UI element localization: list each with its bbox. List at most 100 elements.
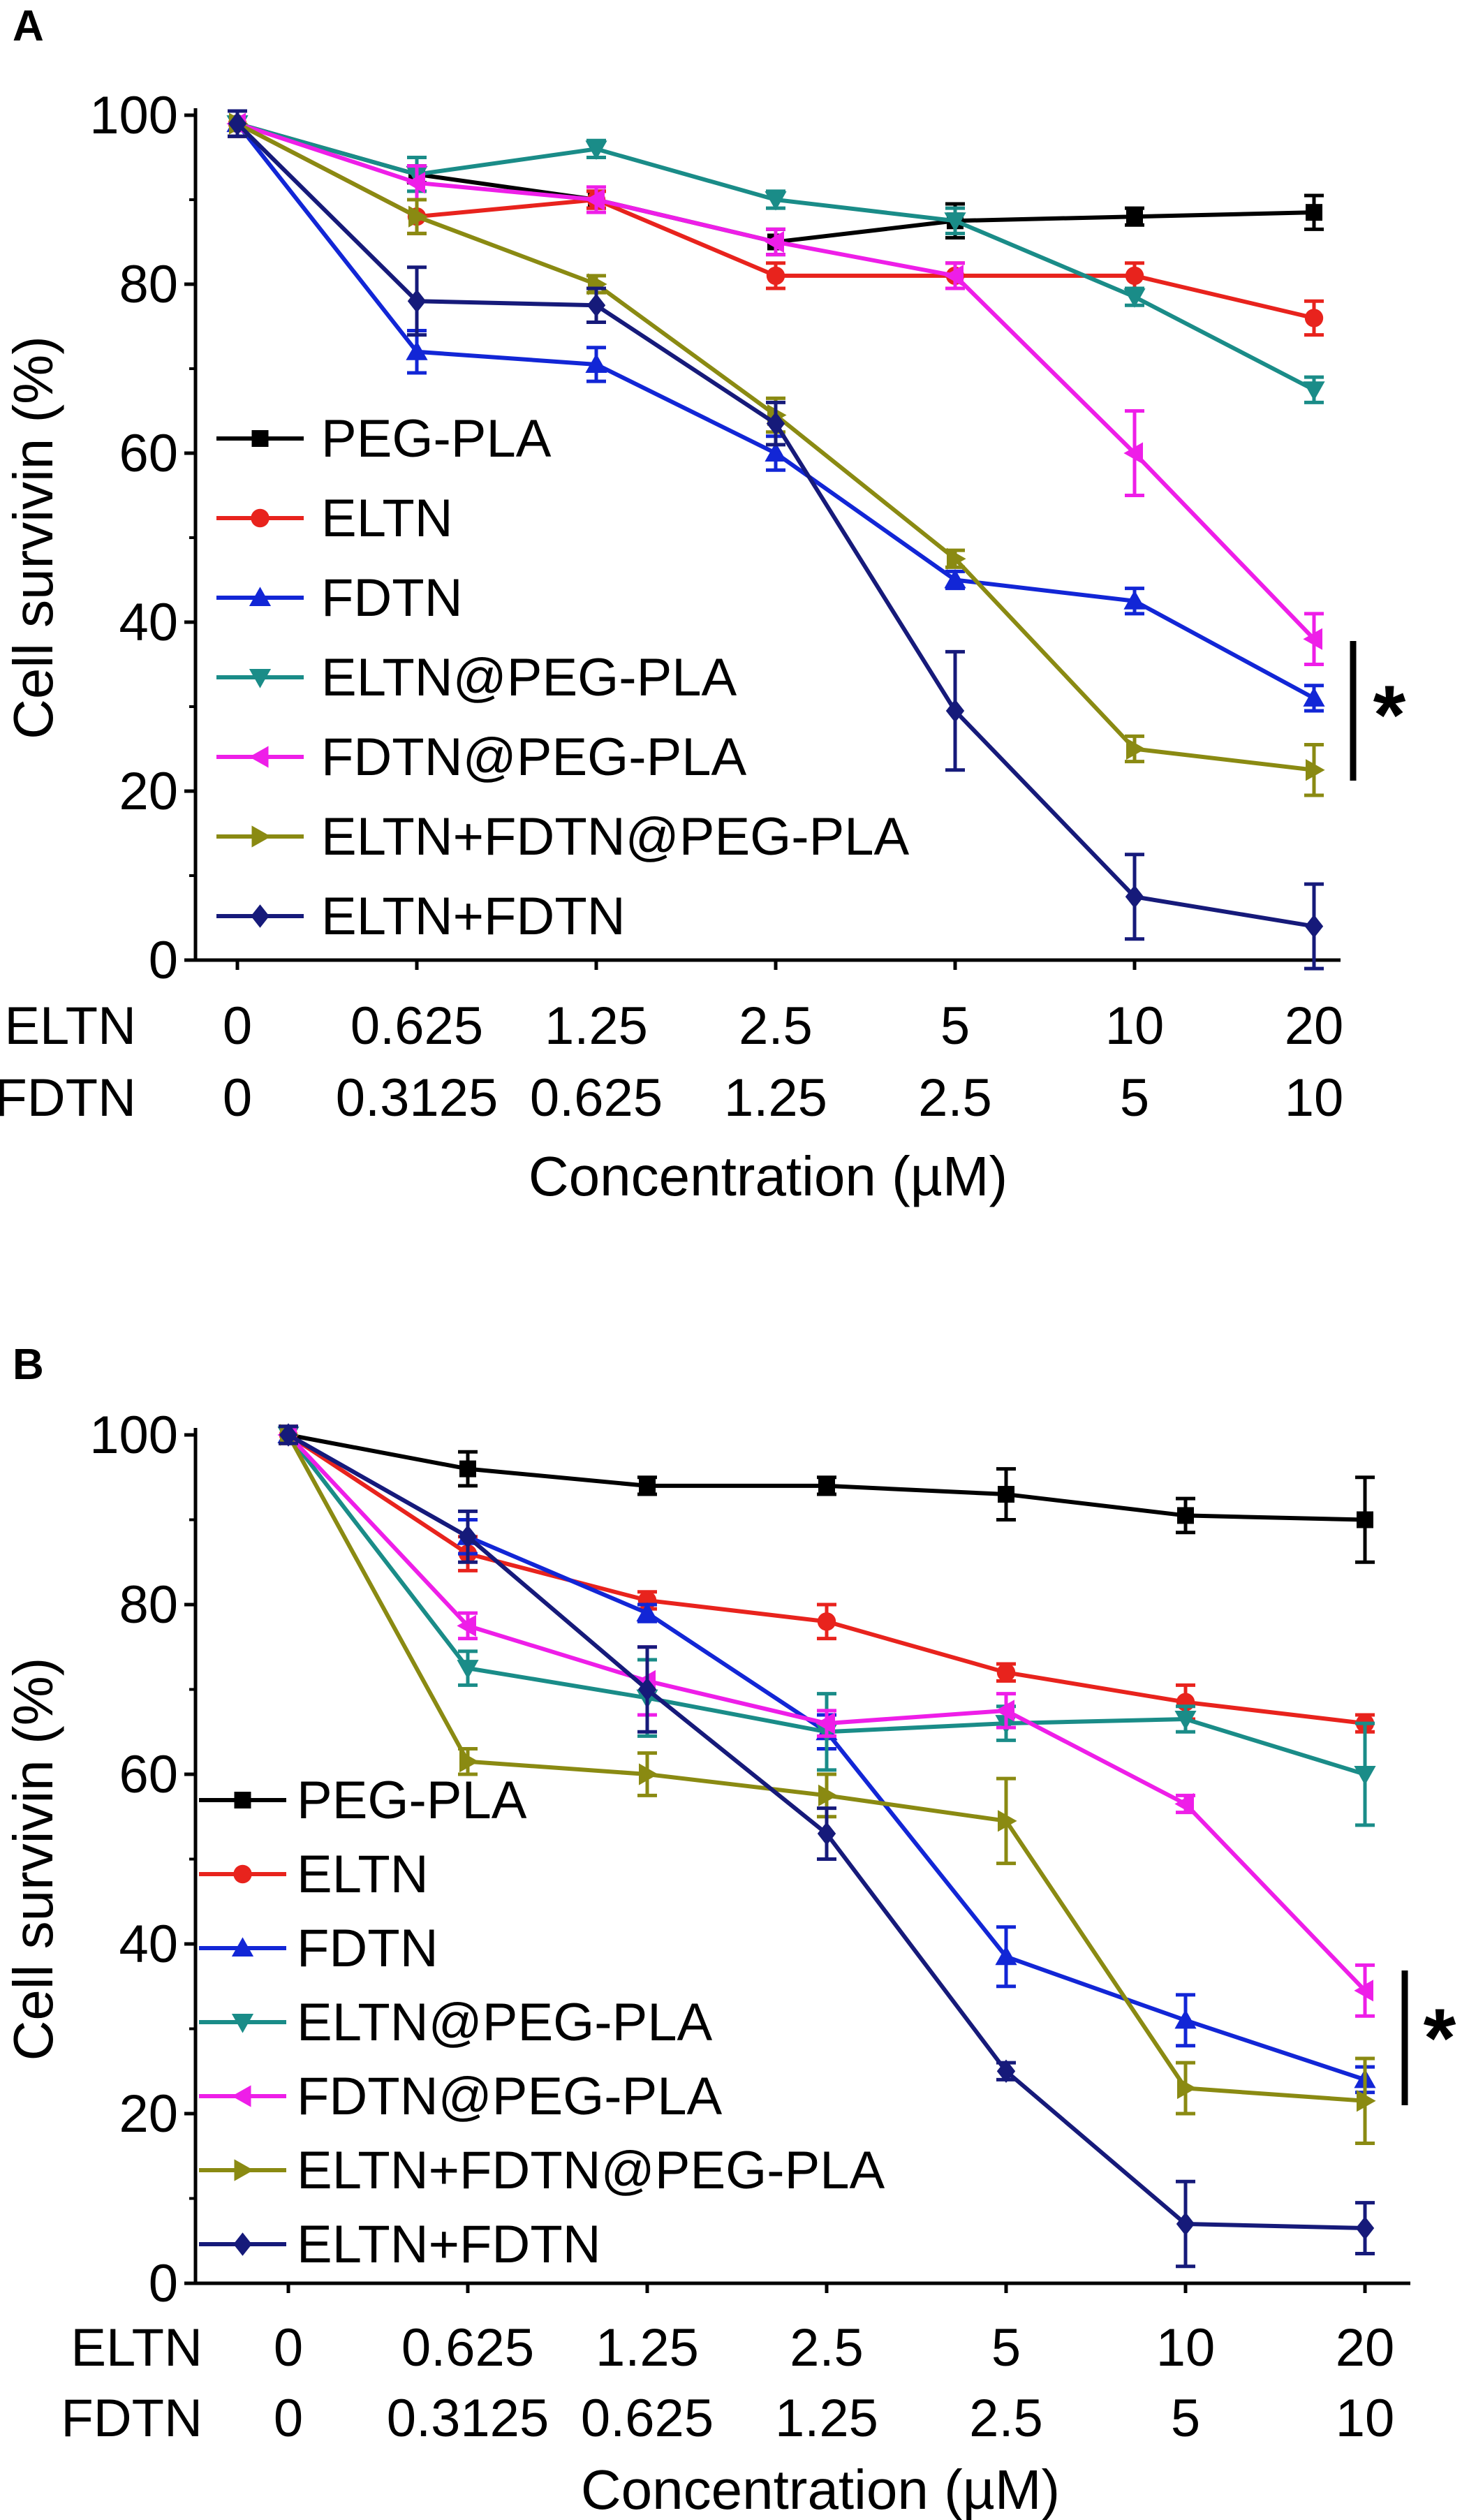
y-tick-label: 40 [119,1915,178,1974]
legend-marker [233,1864,252,1884]
x-tick-label-fdtn: 5 [1171,2389,1200,2448]
data-point [996,2059,1016,2084]
legend-label: ELTN@PEG-PLA [297,1993,713,2052]
data-point [1306,759,1325,781]
data-point [459,1751,479,1773]
x-tick-label-eltn: 1.25 [596,2318,699,2378]
series-eltn-fdtn [228,109,1324,971]
data-point [1125,266,1144,286]
legend-label: ELTN@PEG-PLA [321,648,737,707]
legend-marker [249,587,272,606]
data-point [279,1423,298,1447]
y-tick-label: 100 [89,1406,178,1465]
legend-marker [251,904,270,928]
data-point [817,1612,836,1631]
panel-letter: A [13,2,44,50]
data-point [636,1602,658,1622]
x-tick-label-eltn: 20 [1336,2318,1395,2378]
data-point [639,1477,656,1494]
data-point [1357,2090,1376,2112]
legend-label: FDTN@PEG-PLA [321,728,747,787]
data-point [1303,381,1325,401]
legend: PEG-PLA ELTN FDTN ELTN@PEG-PLA FDTN@PEG-PLA E… [199,1771,885,2274]
legend-marker [231,1937,254,1957]
data-point [996,1663,1016,1682]
y-tick-label: 100 [89,86,178,145]
data-point [1177,2077,1197,2100]
x-tick-label-fdtn: 10 [1336,2389,1395,2448]
x-row-label-fdtn: FDTN [0,1068,136,1128]
x-tick-label-fdtn: 0 [223,1068,252,1128]
y-tick-label: 80 [119,1575,178,1635]
x-tick-label-fdtn: 2.5 [969,2389,1043,2448]
series-eltn [279,1424,1375,1734]
data-point [406,172,425,194]
x-tick-label-eltn: 5 [940,996,970,1056]
data-point [1126,737,1146,760]
legend-label: PEG-PLA [321,409,552,469]
legend-marker [251,508,270,528]
data-point [1303,628,1322,650]
y-tick-label: 60 [119,424,178,483]
data-point [1303,687,1325,707]
data-point [765,442,787,462]
x-tick-label-fdtn: 1.25 [775,2389,878,2448]
x-axis-title: Concentration (µM) [581,2459,1060,2520]
data-point [407,289,427,313]
y-axis-title: Cell survivin (%) [2,1658,64,2061]
data-point [944,568,966,589]
panel-letter: B [13,1341,44,1389]
data-point [458,1525,478,1549]
y-axis-title: Cell survivin (%) [2,336,64,739]
data-point [1306,204,1322,221]
data-point [1123,288,1146,308]
data-point [1357,1511,1373,1528]
x-tick-label-fdtn: 5 [1120,1068,1149,1128]
data-point [818,1477,835,1494]
data-point [765,191,787,211]
series-fdtn-peg-pla [277,1424,1375,2018]
x-tick-label-eltn: 1.25 [545,996,648,1056]
data-point [406,341,428,360]
data-point [818,1784,838,1806]
data-point [817,1822,836,1845]
data-point [1123,590,1146,610]
data-point [1354,1766,1376,1785]
data-point [1304,309,1324,327]
x-tick-label-eltn: 10 [1156,2318,1216,2378]
data-point [1355,2216,1375,2240]
data-point [408,205,428,228]
x-tick-label-fdtn: 2.5 [918,1068,992,1128]
x-tick-label-fdtn: 0 [274,2389,303,2448]
x-tick-label-fdtn: 0.3125 [336,1068,498,1128]
x-axis-title: Concentration (µM) [529,1145,1007,1207]
y-tick-label: 20 [119,2084,178,2144]
data-point [998,1810,1017,1832]
x-row-label-eltn: ELTN [71,2318,202,2378]
data-point [639,1763,658,1785]
data-point [457,1660,479,1679]
data-point [766,411,785,436]
x-tick-label-eltn: 0.625 [350,996,483,1056]
legend-label: ELTN+FDTN@PEG-PLA [321,807,910,867]
y-tick-label: 0 [149,2254,178,2313]
legend: PEG-PLA ELTN FDTN ELTN@PEG-PLA FDTN@PEG-PLA E… [216,409,910,946]
data-point [1304,914,1324,938]
data-point [765,230,784,253]
x-tick-label-fdtn: 0.625 [530,1068,663,1128]
data-point [1125,885,1144,909]
data-point [1174,1792,1194,1815]
x-tick-label-eltn: 0 [223,996,252,1056]
data-point [1126,208,1143,226]
series-line [237,121,1315,244]
legend-marker [251,825,272,848]
data-point [815,1712,835,1734]
y-tick-label: 20 [119,762,178,821]
data-point [1174,1711,1197,1730]
legend-marker [251,430,269,447]
panel-a: A020406080100000.6250.31251.250.6252.51.… [0,2,1406,1207]
series-eltn-peg-pla [226,109,1325,404]
y-tick-label: 80 [119,255,178,314]
data-point [586,293,606,318]
